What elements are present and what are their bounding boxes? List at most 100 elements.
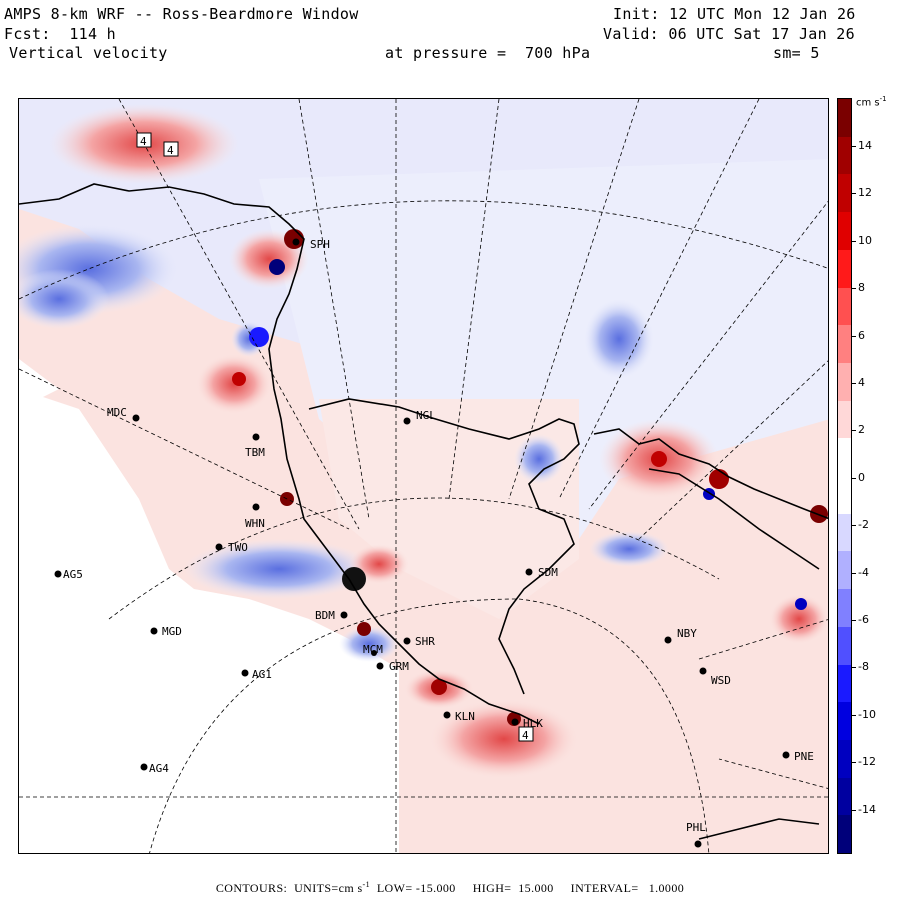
forecast-hour: Fcst: 114 h	[4, 25, 116, 43]
colorbar-tick-label: -12	[858, 755, 876, 769]
strong-cells	[232, 229, 828, 726]
colorbar-segment	[838, 249, 851, 288]
colorbar-tick	[852, 762, 856, 764]
colorbar-tick-label: 8	[858, 281, 865, 295]
colorbar-tick-label: 4	[858, 376, 865, 389]
station-label: KLN	[455, 710, 475, 723]
ocean-no-data-edge	[19, 359, 59, 409]
station-label: NGL	[416, 409, 436, 422]
station-NGL: NGL	[403, 409, 436, 425]
station-NBY: NBY	[664, 627, 697, 644]
colorbar-tick-label: -4	[858, 565, 869, 579]
colorbar-tick	[852, 193, 856, 195]
colorbar-tick-label: 2	[858, 423, 865, 437]
field-red-patch	[196, 354, 272, 414]
station-label: AG5	[63, 568, 83, 581]
colorbar-tick-label: 14	[858, 139, 872, 152]
station-PHL: PHL	[686, 821, 706, 848]
colorbar-tick	[852, 477, 856, 479]
colorbar-segment	[838, 174, 851, 213]
colorbar-tick	[852, 714, 856, 716]
contour-label: 4	[522, 729, 529, 742]
colorbar	[837, 98, 852, 854]
field-blue-patch	[514, 434, 564, 484]
station-BDM: BDM	[315, 609, 348, 622]
station-TWO: TWO	[215, 541, 248, 554]
colorbar-tick-label: -6	[858, 613, 869, 626]
colorbar-segment	[838, 287, 851, 326]
colorbar-units: cm s-1	[856, 95, 887, 109]
colorbar-tick-label: -10	[858, 707, 876, 721]
contour-label: 4	[167, 144, 174, 157]
contour-info: CONTOURS: UNITS=cm s-1 LOW= -15.000 HIGH…	[215, 880, 685, 895]
colorbar-tick	[852, 620, 856, 621]
colorbar-segment	[838, 664, 851, 703]
station-WSD: WSD	[699, 667, 731, 687]
field-ice-shelf	[319, 399, 579, 619]
map-panel: 4 4 4 SPH MDC TBM NGL WHN TWO AG5 SDM BD…	[18, 98, 829, 854]
colorbar-tick	[852, 430, 856, 432]
pressure-level: at pressure = 700 hPa	[385, 44, 591, 62]
colorbar-tick	[852, 146, 856, 147]
station-KLN: KLN	[443, 710, 475, 723]
station-label: SHR	[415, 635, 435, 648]
station-HLK: HLK	[511, 717, 543, 730]
station-SHR: SHR	[403, 635, 435, 648]
station-label: PHL	[686, 821, 706, 834]
station-label: WHN	[245, 517, 265, 530]
colorbar-segment	[838, 626, 851, 665]
field-blue-patch	[19, 269, 109, 329]
colorbar-segment	[838, 589, 851, 628]
map-canvas: 4 4 4 SPH MDC TBM NGL WHN TWO AG5 SDM BD…	[19, 99, 828, 853]
station-label: AG4	[149, 762, 169, 775]
coastline	[19, 183, 828, 840]
station-label: AG1	[252, 668, 272, 681]
colorbar-segment	[838, 136, 851, 175]
station-label: SDM	[538, 566, 558, 579]
colorbar-tick	[852, 809, 856, 811]
colorbar-tick	[852, 288, 856, 290]
colorbar-segment	[838, 551, 851, 590]
valid-time: Valid: 06 UTC Sat 17 Jan 26	[603, 25, 855, 43]
colorbar-segment	[838, 438, 851, 477]
station-label: PNE	[794, 750, 814, 763]
station-AG5: AG5	[54, 568, 83, 581]
station-MCM: MCM	[363, 643, 383, 656]
colorbar-tick	[852, 240, 856, 242]
stations: SPH MDC TBM NGL WHN TWO AG5 SDM BDM MGD …	[54, 238, 814, 848]
station-WHN: WHN	[245, 503, 265, 530]
field-blue-patch	[184, 539, 374, 599]
colorbar-tick-label: 10	[858, 233, 872, 247]
station-TBM: TBM	[245, 433, 265, 459]
field-name: Vertical velocity	[9, 44, 168, 62]
colorbar-segment	[838, 325, 851, 364]
station-label: TBM	[245, 446, 265, 459]
init-time: Init: 12 UTC Mon 12 Jan 26	[613, 5, 856, 23]
station-label: BDM	[315, 609, 335, 622]
colorbar-segment	[838, 212, 851, 251]
field-blue-patch	[339, 626, 399, 662]
station-AG1: AG1	[241, 668, 272, 681]
colorbar-tick	[852, 572, 856, 574]
colorbar-tick-label: 0	[858, 470, 865, 484]
station-MDC: MDC	[107, 406, 140, 422]
colorbar-segment	[838, 400, 851, 439]
contour-labels: 4 4 4	[136, 132, 534, 742]
station-label: NBY	[677, 627, 697, 640]
station-label: GRM	[389, 660, 409, 673]
colorbar-tick	[852, 383, 856, 384]
contour-label: 4	[140, 135, 147, 148]
colorbar-segment	[838, 702, 851, 741]
station-label: SPH	[310, 238, 330, 251]
colorbar-segment	[838, 777, 851, 816]
colorbar-tick-label: 12	[858, 186, 872, 200]
station-AG4: AG4	[140, 762, 169, 775]
field-blue-patch	[589, 531, 669, 567]
graticule	[19, 99, 828, 853]
station-label: MDC	[107, 406, 127, 419]
station-label: MCM	[363, 643, 383, 656]
ocean-no-data	[19, 389, 399, 853]
station-label: TWO	[228, 541, 248, 554]
colorbar-tick	[852, 525, 856, 527]
station-SDM: SDM	[525, 566, 558, 579]
